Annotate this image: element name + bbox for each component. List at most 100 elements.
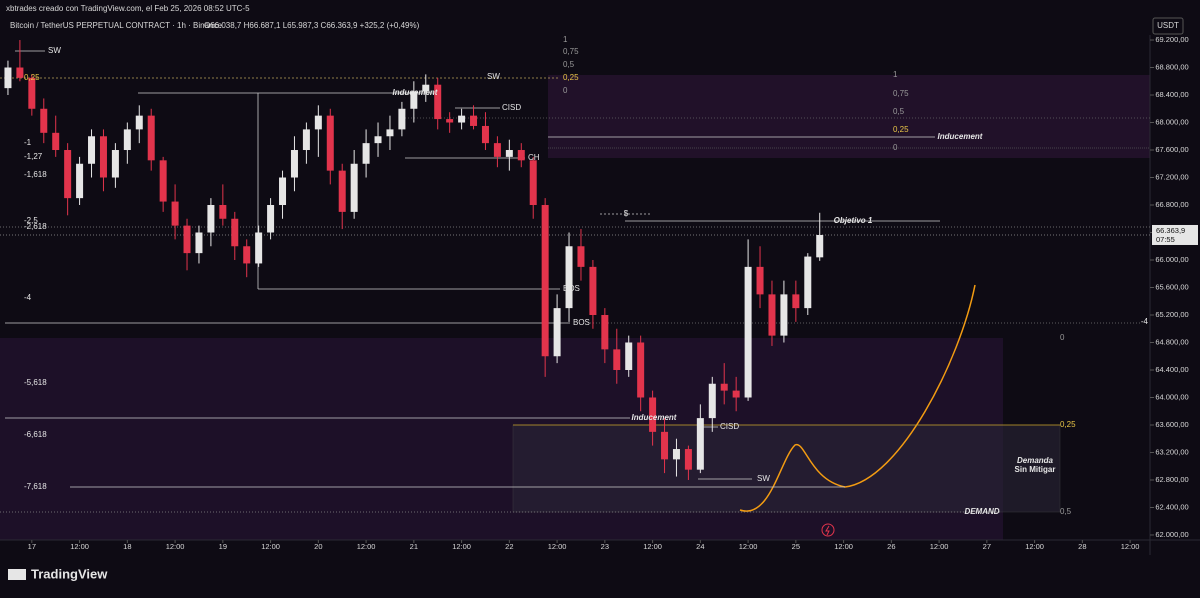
x-tick-label: 17	[28, 542, 36, 551]
candle-body	[816, 234, 824, 258]
annotation: Inducement	[393, 88, 438, 97]
y-tick-label: 62.800,00	[1155, 475, 1188, 484]
candle-body	[338, 170, 346, 212]
annotation: -1,27	[24, 152, 43, 161]
y-tick-label: 63.200,00	[1155, 447, 1188, 456]
y-tick-label: 62.400,00	[1155, 502, 1188, 511]
y-tick-label: 64.400,00	[1155, 365, 1188, 374]
candle-body	[302, 129, 310, 151]
candle-body	[446, 119, 454, 123]
candle-body	[290, 150, 298, 178]
x-tick-label: 21	[410, 542, 418, 551]
annotation: 0,25	[1060, 420, 1076, 429]
candle-body	[505, 150, 513, 157]
candle-body	[398, 108, 406, 130]
candle-body	[637, 342, 645, 398]
annotation: CISD	[502, 103, 521, 112]
last-price-box	[1152, 224, 1198, 245]
y-tick-label: 66.800,00	[1155, 200, 1188, 209]
annotation: 0	[1060, 333, 1065, 342]
candle-body	[756, 266, 764, 295]
annotation: -2,5	[24, 216, 38, 225]
annotation: 0	[563, 86, 568, 95]
x-tick-label: 12:00	[1025, 542, 1044, 551]
y-tick-label: 69.200,00	[1155, 35, 1188, 44]
currency[interactable]: USDT	[1157, 21, 1179, 30]
annotation: 0	[893, 143, 898, 152]
annotation: 0,75	[563, 47, 579, 56]
candle-body	[374, 136, 382, 144]
x-tick-label: 12:00	[739, 542, 758, 551]
x-tick-label: 12:00	[452, 542, 471, 551]
y-tick-label: 68.800,00	[1155, 63, 1188, 72]
candle-body	[768, 294, 776, 336]
projection-curve	[739, 284, 976, 512]
y-tick-label: 65.200,00	[1155, 310, 1188, 319]
annotation: Inducement	[938, 132, 983, 141]
candle-body	[434, 84, 442, 120]
y-tick-label: 63.600,00	[1155, 420, 1188, 429]
candle-body	[470, 115, 478, 126]
currency-box[interactable]	[1152, 17, 1184, 35]
y-tick-label: 64.800,00	[1155, 337, 1188, 346]
annotation: BOS	[573, 318, 590, 327]
annotation: 0,75	[893, 89, 909, 98]
candle-body	[458, 115, 466, 123]
candle-body	[493, 143, 501, 157]
symbol: Bitcoin / TetherUS PERPETUAL CONTRACT · …	[10, 21, 222, 30]
x-tick-label: 12:00	[643, 542, 662, 551]
candle-body	[314, 115, 322, 130]
ohlc: O66.038,7 H66.687,1 L65.987,3 C66.363,9 …	[204, 21, 420, 30]
candle-body	[672, 449, 680, 460]
x-tick-label: 12:00	[70, 542, 89, 551]
annotation: SW	[757, 474, 770, 483]
x-tick-label: 12:00	[930, 542, 949, 551]
candle-body	[541, 205, 549, 357]
alert-icon[interactable]	[821, 523, 835, 537]
y-tick-label: 68.000,00	[1155, 117, 1188, 126]
candle-body	[422, 84, 430, 92]
candle-body	[780, 294, 788, 336]
annotation: -4	[24, 293, 32, 302]
candle-body	[410, 91, 418, 109]
candle-body	[16, 67, 24, 78]
annotation: Objetivo 1	[834, 216, 873, 225]
x-tick-label: 19	[219, 542, 227, 551]
candle-body	[99, 136, 107, 178]
candle-body	[708, 383, 716, 419]
annotation: -6,618	[24, 430, 47, 439]
candle-body	[219, 205, 227, 219]
annotation: Inducement	[632, 413, 677, 422]
x-tick-label: 12:00	[357, 542, 376, 551]
x-tick-label: 25	[792, 542, 800, 551]
annotation: -2,618	[24, 222, 47, 231]
candle-body	[147, 115, 155, 161]
y-tick-label: 65.600,00	[1155, 282, 1188, 291]
alert-bolt	[825, 525, 830, 536]
candle-body	[696, 418, 704, 470]
annotation: 0,25	[893, 125, 909, 134]
candle-body	[195, 232, 203, 254]
annotation: Sin Mitigar	[1015, 465, 1056, 474]
x-tick-label: 12:00	[834, 542, 853, 551]
annotation: -1,618	[24, 170, 47, 179]
annotation: DEMAND	[964, 507, 999, 516]
annotation: 1	[893, 70, 898, 79]
candle-body	[792, 294, 800, 309]
annotation: SW	[487, 72, 500, 81]
candle-body	[732, 390, 740, 398]
candle-body	[326, 115, 334, 171]
candle-body	[159, 160, 167, 202]
annotation: $	[624, 209, 629, 218]
annotation: -4	[1141, 317, 1149, 326]
y-tick-label: 66.000,00	[1155, 255, 1188, 264]
last-price: 66.363,9	[1156, 226, 1185, 235]
annotation: -7,618	[24, 482, 47, 491]
candle-body	[613, 349, 621, 370]
candle-body	[135, 115, 143, 130]
y-tick-label: 62.000,00	[1155, 530, 1188, 539]
candle-body	[111, 150, 119, 178]
y-tick-label: 68.400,00	[1155, 90, 1188, 99]
